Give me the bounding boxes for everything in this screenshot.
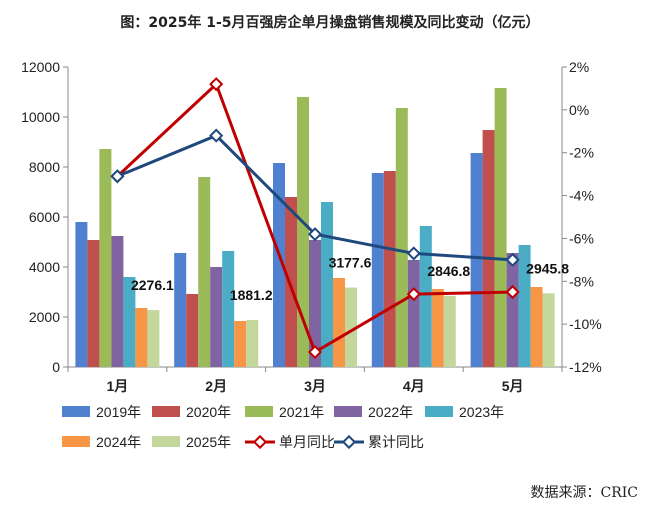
bar-2025年 — [345, 287, 357, 367]
bar-2024年 — [333, 278, 345, 367]
left-tick-label: 12000 — [21, 59, 60, 75]
x-tick-label: 2月 — [205, 378, 227, 394]
legend-swatch — [152, 436, 180, 447]
right-tick-label: -12% — [569, 359, 602, 375]
bar-2022年 — [309, 240, 321, 367]
legend-swatch — [245, 406, 273, 417]
legend-label: 单月同比 — [279, 434, 335, 450]
left-tick-label: 6000 — [29, 209, 60, 225]
bar-2023年 — [419, 226, 432, 367]
bar-2020年 — [285, 197, 297, 367]
bar-2022年 — [506, 253, 519, 367]
marker-单月同比 — [505, 284, 520, 300]
source-note: 数据来源：CRIC — [530, 485, 639, 501]
right-tick-label: -6% — [569, 230, 594, 246]
left-tick-label: 2000 — [29, 309, 60, 325]
bar-2024年 — [135, 308, 148, 367]
marker-单月同比 — [307, 344, 323, 360]
right-tick-label: 2% — [569, 59, 589, 75]
left-tick-label: 4000 — [29, 259, 60, 275]
bar-2025年 — [443, 295, 456, 367]
bar-2020年 — [482, 130, 495, 367]
bar-2019年 — [273, 163, 285, 367]
bar-2020年 — [186, 294, 199, 367]
data-label: 2945.8 — [526, 260, 569, 276]
x-tick-label: 5月 — [502, 378, 524, 394]
bar-2022年 — [407, 260, 420, 367]
legend-label: 2023年 — [459, 404, 504, 420]
x-tick-label: 3月 — [304, 378, 326, 394]
legend-label: 2025年 — [186, 434, 231, 450]
marker-累计同比 — [110, 169, 125, 184]
legend-label: 2019年 — [96, 404, 141, 420]
marker-单月同比 — [406, 287, 421, 302]
bar-2020年 — [87, 240, 100, 367]
legend-swatch — [334, 406, 362, 417]
bar-2019年 — [75, 222, 88, 367]
right-tick-label: -4% — [569, 188, 594, 204]
bar-2024年 — [530, 287, 543, 367]
bar-2022年 — [111, 236, 124, 367]
bar-2024年 — [431, 289, 444, 367]
legend-label: 2020年 — [186, 404, 231, 420]
bar-2021年 — [198, 177, 211, 367]
legend-label: 2021年 — [279, 404, 324, 420]
legend-label: 2022年 — [368, 404, 413, 420]
bar-2021年 — [494, 88, 507, 367]
legend-swatch — [62, 436, 90, 447]
right-tick-label: -8% — [569, 273, 594, 289]
bar-2020年 — [383, 171, 396, 367]
legend-swatch — [62, 406, 90, 417]
marker-单月同比 — [209, 77, 224, 92]
data-label: 2276.1 — [131, 277, 174, 293]
bar-2023年 — [222, 251, 235, 367]
x-tick-label: 4月 — [403, 378, 425, 394]
right-tick-label: 0% — [569, 102, 589, 118]
bar-2021年 — [297, 97, 309, 367]
bar-2019年 — [371, 173, 384, 367]
left-tick-label: 0 — [52, 359, 60, 375]
marker-累计同比 — [307, 227, 323, 242]
data-label: 3177.6 — [329, 255, 372, 271]
data-label: 2846.8 — [427, 263, 470, 279]
legend-swatch — [425, 406, 453, 417]
legend-swatch — [152, 406, 180, 417]
bar-2021年 — [99, 149, 112, 367]
left-tick-label: 8000 — [29, 159, 60, 175]
bar-2024年 — [234, 321, 247, 367]
bar-2023年 — [518, 245, 531, 367]
legend-label: 累计同比 — [368, 434, 424, 450]
bar-2019年 — [174, 253, 187, 367]
chart-title: 图：2025年 1-5月百强房企单月操盘销售规模及同比变动（亿元） — [120, 15, 540, 31]
bar-2021年 — [395, 108, 408, 367]
bar-2019年 — [470, 153, 483, 367]
bar-2025年 — [147, 310, 160, 367]
marker-累计同比 — [406, 246, 421, 261]
bar-2025年 — [246, 319, 259, 367]
x-tick-label: 1月 — [107, 378, 129, 394]
legend-label: 2024年 — [96, 434, 141, 450]
marker-累计同比 — [505, 252, 520, 267]
left-tick-label: 10000 — [21, 109, 60, 125]
marker-累计同比 — [209, 128, 224, 143]
bar-2022年 — [210, 267, 223, 367]
data-label: 1881.2 — [230, 287, 273, 303]
bar-2025年 — [542, 293, 555, 367]
bar-2023年 — [321, 202, 333, 367]
legend-marker — [252, 434, 268, 450]
legend-marker — [341, 434, 357, 450]
right-tick-label: -2% — [569, 145, 594, 161]
right-tick-label: -10% — [569, 316, 602, 332]
bar-2023年 — [123, 277, 136, 367]
